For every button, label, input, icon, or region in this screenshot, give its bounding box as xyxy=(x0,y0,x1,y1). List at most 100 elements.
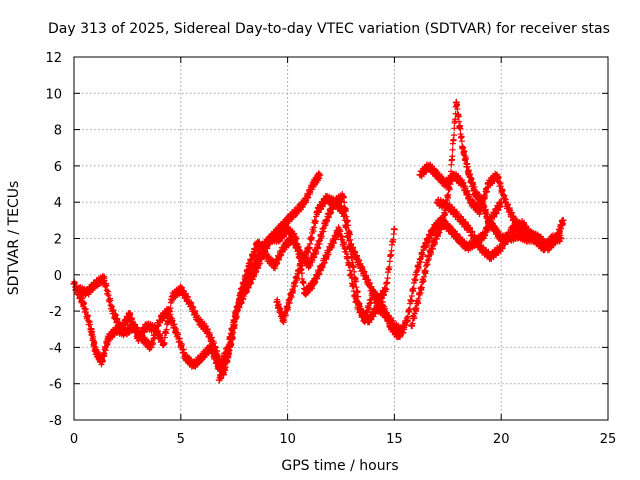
series-track-g xyxy=(433,196,548,262)
data-point xyxy=(360,316,368,324)
y-tick-label: 0 xyxy=(54,269,62,284)
data-point xyxy=(79,298,87,306)
y-tick-label: 2 xyxy=(54,233,62,248)
data-point xyxy=(442,180,450,188)
series-markers xyxy=(75,196,406,378)
data-point xyxy=(465,225,473,233)
data-point xyxy=(316,171,324,179)
data-point xyxy=(553,235,561,242)
data-point xyxy=(258,253,266,261)
data-point xyxy=(322,216,330,224)
data-point xyxy=(352,298,360,306)
data-point xyxy=(484,216,492,224)
data-point xyxy=(433,231,441,239)
data-point xyxy=(305,262,313,270)
y-tick-label: -8 xyxy=(49,414,62,429)
y-tick-label: 6 xyxy=(54,160,62,175)
data-point xyxy=(83,289,91,297)
data-point xyxy=(476,207,484,215)
data-point xyxy=(232,307,240,315)
data-point xyxy=(279,244,287,252)
data-point xyxy=(519,220,527,228)
data-point xyxy=(292,235,300,242)
data-point xyxy=(147,343,155,351)
data-point xyxy=(444,202,452,210)
series-track-e xyxy=(407,98,565,330)
data-point xyxy=(254,238,262,246)
data-point xyxy=(476,244,484,252)
data-point xyxy=(425,253,433,261)
data-point xyxy=(301,198,309,206)
data-point xyxy=(249,271,257,279)
data-point xyxy=(305,244,313,252)
x-tick-label: 10 xyxy=(279,432,296,447)
data-point xyxy=(412,271,420,279)
data-point xyxy=(296,262,304,270)
data-point xyxy=(493,171,501,179)
data-point xyxy=(343,253,351,261)
data-point xyxy=(514,231,522,239)
data-point xyxy=(185,298,193,306)
data-point xyxy=(501,198,509,206)
data-point xyxy=(309,180,317,188)
series-markers xyxy=(408,99,565,330)
data-point xyxy=(433,198,441,206)
data-point xyxy=(454,213,462,221)
data-point xyxy=(429,225,437,233)
series-markers xyxy=(71,170,323,373)
data-point xyxy=(465,171,473,179)
data-point xyxy=(425,162,433,170)
data-point xyxy=(224,352,232,360)
y-tick-label: -2 xyxy=(49,305,62,320)
data-point xyxy=(91,347,99,355)
x-tick-label: 15 xyxy=(386,432,403,447)
data-point xyxy=(121,329,129,337)
data-point xyxy=(348,244,356,252)
data-point xyxy=(390,225,398,233)
data-point xyxy=(151,325,159,333)
data-point xyxy=(155,316,163,324)
data-point xyxy=(497,244,505,252)
data-point xyxy=(100,274,108,282)
data-point xyxy=(284,225,292,233)
data-point xyxy=(267,235,275,242)
data-point xyxy=(292,207,300,215)
series-track-b xyxy=(74,196,407,379)
data-point xyxy=(74,285,82,293)
data-point xyxy=(395,333,403,341)
data-point xyxy=(356,262,364,270)
data-point xyxy=(472,189,480,197)
data-point xyxy=(416,289,424,297)
data-point xyxy=(198,352,206,360)
data-point xyxy=(450,171,458,179)
data-point xyxy=(104,334,112,342)
data-point xyxy=(301,289,309,297)
data-point xyxy=(416,171,424,179)
data-points xyxy=(70,98,567,384)
data-point xyxy=(446,225,454,233)
data-point xyxy=(463,244,471,252)
data-point xyxy=(559,216,567,224)
data-point xyxy=(529,235,537,242)
data-point xyxy=(314,244,322,252)
data-point xyxy=(275,235,283,242)
y-axis-label: SDTVAR / TECUs xyxy=(6,181,22,296)
data-point xyxy=(459,144,467,152)
data-point xyxy=(339,193,347,201)
data-point xyxy=(271,262,279,270)
data-point xyxy=(275,225,283,233)
data-point xyxy=(322,195,330,203)
data-point xyxy=(433,171,441,179)
data-point xyxy=(331,198,339,206)
y-tick-label: 4 xyxy=(54,196,62,211)
data-point xyxy=(454,235,462,242)
data-point xyxy=(467,198,475,206)
data-point xyxy=(403,316,411,324)
data-point xyxy=(508,225,516,233)
data-point xyxy=(126,311,134,319)
data-point xyxy=(211,343,219,351)
data-point xyxy=(134,334,142,342)
chart-title: Day 313 of 2025, Sidereal Day-to-day VTE… xyxy=(48,21,610,37)
data-point xyxy=(117,325,125,333)
